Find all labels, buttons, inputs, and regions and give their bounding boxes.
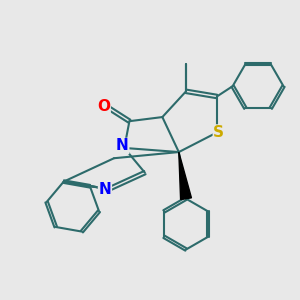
Text: S: S — [213, 125, 224, 140]
Text: N: N — [98, 182, 111, 196]
Text: N: N — [116, 139, 129, 154]
Polygon shape — [179, 152, 191, 200]
Text: O: O — [97, 99, 110, 114]
